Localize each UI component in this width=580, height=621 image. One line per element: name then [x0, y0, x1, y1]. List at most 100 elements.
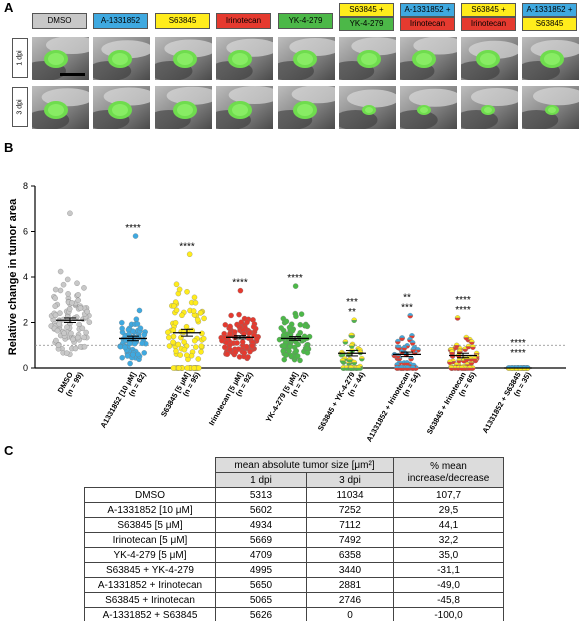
data-point [399, 335, 405, 339]
data-point [184, 365, 191, 371]
data-point [119, 354, 125, 361]
data-point [232, 349, 239, 356]
data-point [81, 285, 87, 291]
row-percent-value: -100,0 [393, 607, 504, 621]
x-tick-label: Irinotecan [5 μM] [207, 370, 245, 427]
panel-b-letter: B [4, 140, 14, 155]
row-name: A-1331852 + S63845 [84, 607, 216, 621]
data-point [297, 321, 304, 328]
data-point [447, 359, 453, 363]
data-point [250, 324, 257, 330]
data-point [463, 334, 470, 338]
data-point [349, 343, 355, 347]
data-point [348, 335, 355, 339]
row-1dpi-value: 5602 [215, 502, 307, 518]
data-point [339, 360, 346, 364]
data-point [232, 333, 238, 340]
data-point [224, 351, 231, 357]
row-label-box: 3 dpi [12, 87, 28, 127]
data-point [287, 332, 293, 339]
row-percent-value: -49,0 [393, 577, 504, 593]
data-point [401, 345, 408, 349]
data-point [407, 337, 413, 340]
data-point [359, 358, 365, 362]
micrograph-image [522, 37, 579, 80]
data-point [184, 289, 190, 295]
data-point [52, 312, 59, 319]
data-point [348, 332, 355, 336]
data-point [192, 300, 199, 306]
data-point [287, 343, 293, 350]
significance-stars: **** [125, 223, 141, 234]
data-point [134, 321, 141, 327]
significance-stars: **** [179, 241, 195, 252]
row-percent-value: -31,1 [393, 562, 504, 578]
micrograph-image [93, 37, 150, 80]
data-point [348, 365, 354, 369]
data-point [410, 362, 417, 366]
micrograph-image [155, 37, 212, 80]
micrograph-image [339, 86, 396, 129]
data-point [342, 341, 349, 345]
treatment-label: Irinotecan [216, 13, 271, 29]
table-row: A-1331852 + Irinotecan 5650 2881 -49,0 [84, 577, 504, 593]
x-tick-label: S63845 + Irinotecan [425, 370, 468, 436]
data-point [172, 320, 179, 326]
data-point [198, 343, 205, 349]
data-point [286, 324, 293, 331]
data-point [241, 331, 247, 337]
micrograph-image [461, 86, 518, 129]
table-row: S63845 + YK-4-279 4995 3440 -31,1 [84, 562, 504, 578]
data-point [173, 307, 180, 313]
data-point [401, 347, 408, 351]
data-point [465, 343, 472, 347]
data-point [238, 319, 245, 325]
data-point [351, 359, 358, 363]
data-point [471, 358, 478, 362]
data-point [351, 362, 358, 366]
row-3dpi-value: 2881 [306, 577, 394, 593]
data-point [468, 362, 475, 366]
data-point [347, 357, 353, 360]
data-point [170, 365, 177, 371]
micrograph-image [461, 37, 518, 80]
treatment-label: A-1331852 [93, 13, 148, 29]
data-point [57, 268, 64, 275]
row-name: Irinotecan [5 μM] [84, 532, 216, 548]
data-point [64, 324, 70, 330]
row-3dpi-value: 6358 [306, 547, 394, 563]
micrograph-image [400, 37, 457, 80]
data-point [119, 319, 125, 326]
micrograph-image [400, 86, 457, 129]
data-point [56, 321, 63, 327]
micrograph-image [278, 86, 335, 129]
data-point [63, 350, 70, 356]
data-point [304, 345, 310, 351]
row-3dpi-value: 2746 [306, 592, 394, 608]
data-point [241, 350, 248, 356]
data-point [297, 357, 303, 364]
micrograph-image [278, 37, 335, 80]
data-point [201, 315, 207, 322]
data-point [447, 361, 453, 365]
treatment-label: Irinotecan [400, 17, 455, 31]
data-point [219, 337, 225, 344]
row-percent-value: 44,1 [393, 517, 504, 533]
data-point [60, 281, 67, 288]
data-point [170, 333, 177, 340]
treatment-label: S63845 + [461, 3, 516, 17]
data-point [176, 286, 183, 293]
data-point [470, 346, 476, 350]
data-point [227, 346, 233, 353]
row-3dpi-value: 0 [306, 607, 394, 621]
data-point [463, 337, 470, 341]
data-point [184, 352, 190, 358]
significance-stars: *** [346, 297, 358, 308]
data-point [64, 276, 71, 283]
data-point [355, 365, 362, 369]
header-mean-size: mean absolute tumor size [μm²] [215, 457, 394, 473]
data-point [188, 352, 195, 359]
data-point [246, 330, 253, 336]
y-tick-label: 8 [23, 181, 28, 191]
row-name: YK-4-279 [5 μM] [84, 547, 216, 563]
